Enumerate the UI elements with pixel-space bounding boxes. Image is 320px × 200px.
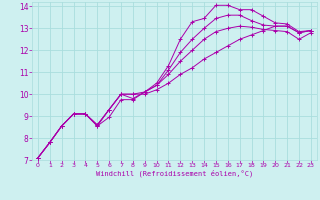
X-axis label: Windchill (Refroidissement éolien,°C): Windchill (Refroidissement éolien,°C) — [96, 170, 253, 177]
